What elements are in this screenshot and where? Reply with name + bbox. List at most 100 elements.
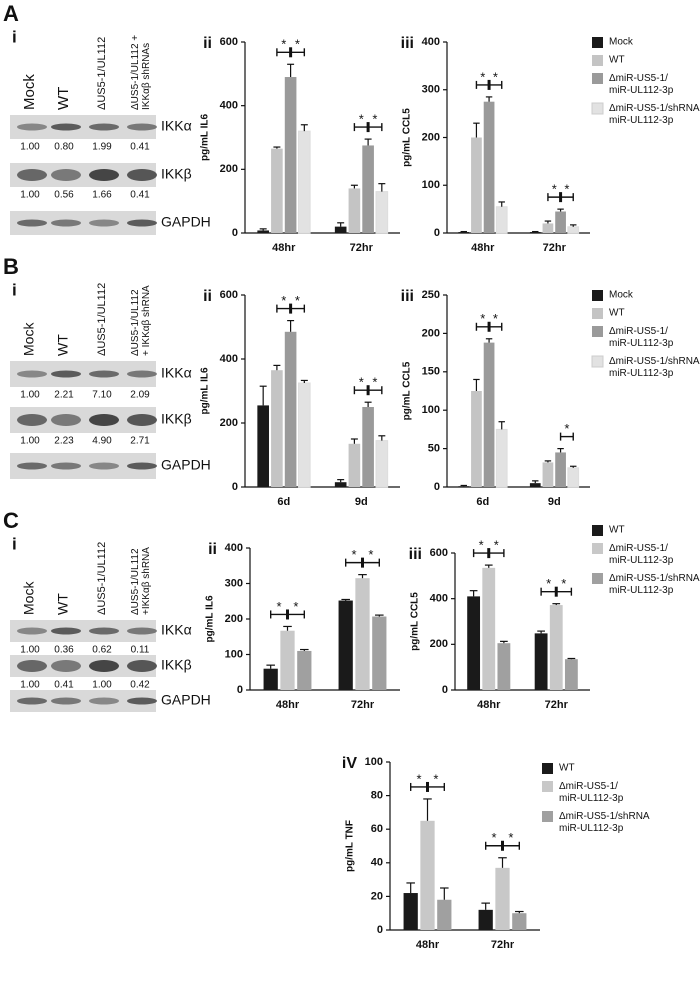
sig-marker bbox=[487, 321, 491, 332]
quant-value: 0.11 bbox=[131, 645, 150, 656]
sig-marker bbox=[559, 192, 563, 203]
blot-band bbox=[17, 414, 47, 426]
quant-value: 1.00 bbox=[20, 142, 40, 153]
sig-marker bbox=[366, 122, 370, 133]
bar bbox=[297, 650, 312, 690]
bar bbox=[483, 342, 495, 487]
sig-marker bbox=[487, 548, 491, 559]
quant-value: 0.62 bbox=[92, 645, 112, 656]
blot-band bbox=[89, 414, 119, 426]
sig-star: * bbox=[277, 599, 282, 614]
x-tick-label: 72hr bbox=[491, 939, 515, 951]
y-tick-label: 400 bbox=[430, 593, 448, 605]
bar bbox=[334, 226, 347, 233]
protein-label: IKKα bbox=[161, 365, 192, 381]
bar bbox=[458, 486, 470, 487]
blot-band bbox=[17, 627, 47, 635]
legend-label: WT bbox=[609, 55, 625, 66]
legend-swatch bbox=[592, 73, 603, 84]
error-bar bbox=[273, 364, 281, 371]
sig-star: * bbox=[417, 771, 422, 786]
quant-value: 0.42 bbox=[130, 680, 150, 691]
error-bar bbox=[300, 648, 309, 651]
y-tick-label: 250 bbox=[422, 289, 440, 301]
quant-value: 7.10 bbox=[92, 390, 112, 401]
lane-label: Mock bbox=[21, 322, 37, 356]
quant-value: 1.99 bbox=[92, 142, 112, 153]
sig-star: * bbox=[295, 37, 300, 52]
error-bar bbox=[266, 664, 275, 669]
y-tick-label: 600 bbox=[220, 289, 238, 301]
quant-value: 0.41 bbox=[130, 190, 150, 201]
blot-band bbox=[89, 660, 119, 672]
lane-label: WT bbox=[55, 593, 71, 615]
y-tick-label: 150 bbox=[422, 366, 440, 378]
sig-star: * bbox=[359, 375, 364, 390]
error-bar bbox=[567, 657, 576, 660]
legend-label: ΔmiR-US5-1/miR-UL112-3p bbox=[609, 73, 674, 96]
y-tick-label: 80 bbox=[371, 790, 383, 802]
error-bar bbox=[364, 401, 372, 407]
legend-label: WT bbox=[609, 525, 625, 536]
bar bbox=[348, 188, 361, 233]
error-bar bbox=[532, 480, 539, 484]
sig-star: * bbox=[352, 547, 357, 562]
legend-label: ΔmiR-US5-1/miR-UL112-3p bbox=[609, 326, 674, 349]
y-tick-label: 100 bbox=[422, 179, 440, 191]
legend-swatch bbox=[542, 763, 553, 774]
y-axis-label: pg/mL CCL5 bbox=[410, 592, 421, 651]
y-tick-label: 100 bbox=[422, 404, 440, 416]
y-axis-label: pg/mL IL6 bbox=[200, 114, 211, 161]
blot-band bbox=[89, 627, 119, 635]
quant-value: 2.09 bbox=[130, 390, 150, 401]
y-tick-label: 0 bbox=[442, 684, 448, 696]
protein-label: GAPDH bbox=[161, 214, 211, 230]
sig-star: * bbox=[372, 112, 377, 127]
blot-band bbox=[127, 660, 157, 672]
bar bbox=[458, 232, 470, 233]
error-bar bbox=[440, 887, 449, 900]
y-tick-label: 100 bbox=[225, 648, 243, 660]
blot-band bbox=[127, 414, 157, 426]
error-bar bbox=[375, 614, 384, 617]
bar bbox=[257, 405, 269, 487]
y-tick-label: 0 bbox=[232, 227, 238, 239]
blot-band bbox=[127, 462, 157, 470]
sig-star: * bbox=[564, 182, 569, 197]
bar bbox=[271, 370, 283, 487]
error-bar bbox=[544, 460, 552, 463]
bar bbox=[280, 630, 295, 690]
bar bbox=[284, 77, 297, 234]
sig-star: * bbox=[508, 830, 513, 845]
y-tick-label: 200 bbox=[430, 638, 448, 650]
bar bbox=[263, 668, 278, 690]
quant-value: 2.21 bbox=[54, 390, 74, 401]
panel-sublabel: ii bbox=[203, 35, 212, 52]
blot-band bbox=[89, 697, 119, 705]
lane-label: ΔUS5-1/UL112+IKKαβ shRNA bbox=[130, 547, 152, 615]
bar bbox=[257, 230, 269, 233]
bar bbox=[271, 148, 283, 233]
bar bbox=[495, 206, 508, 234]
lane-label: ΔUS5-1/UL112 +IKKαβ shRNAs bbox=[130, 35, 152, 110]
panel-sublabel: iii bbox=[401, 288, 414, 305]
error-bar bbox=[498, 201, 505, 207]
error-bar bbox=[481, 902, 490, 910]
quant-value: 0.41 bbox=[130, 142, 150, 153]
error-bar bbox=[498, 857, 507, 868]
y-tick-label: 200 bbox=[220, 163, 238, 175]
error-bar bbox=[423, 798, 432, 821]
y-tick-label: 400 bbox=[422, 36, 440, 48]
error-bar bbox=[300, 379, 308, 383]
blot-band bbox=[127, 697, 157, 705]
sig-star: * bbox=[493, 311, 498, 326]
error-bar bbox=[485, 338, 493, 343]
error-bar bbox=[500, 640, 508, 644]
legend-swatch bbox=[591, 102, 604, 115]
error-bar bbox=[485, 96, 493, 102]
error-bar bbox=[557, 208, 564, 212]
y-tick-label: 300 bbox=[422, 84, 440, 96]
bar bbox=[362, 407, 374, 487]
panel-sublabel: i bbox=[12, 534, 17, 553]
